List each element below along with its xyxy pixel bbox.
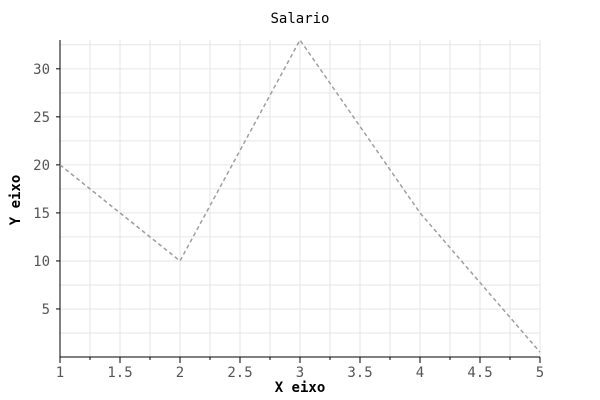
grid xyxy=(59,40,541,357)
y-tick-label: 10 xyxy=(33,254,50,270)
ticks: 1 1.5 2 2.5 3 3.5 4 4.5 5 5 10 15 20 25 30 xyxy=(33,62,544,381)
x-tick-label: 1 xyxy=(56,365,64,381)
y-axis-label: Y eixo xyxy=(8,175,24,226)
x-tick-label: 3.5 xyxy=(347,365,372,381)
x-axis-label: X eixo xyxy=(275,380,326,396)
chart-title: Salario xyxy=(270,11,329,27)
y-tick-label: 20 xyxy=(33,158,50,174)
x-tick-label: 5 xyxy=(536,365,544,381)
x-tick-label: 2.5 xyxy=(227,365,252,381)
y-tick-label: 30 xyxy=(33,62,50,78)
x-tick-label: 4 xyxy=(416,365,424,381)
y-tick-label: 25 xyxy=(33,110,50,126)
x-tick-label: 4.5 xyxy=(467,365,492,381)
y-tick-label: 15 xyxy=(33,206,50,222)
x-tick-label: 1.5 xyxy=(107,365,132,381)
x-tick-label: 3 xyxy=(296,365,304,381)
y-tick-label: 5 xyxy=(42,302,50,318)
x-tick-label: 2 xyxy=(176,365,184,381)
